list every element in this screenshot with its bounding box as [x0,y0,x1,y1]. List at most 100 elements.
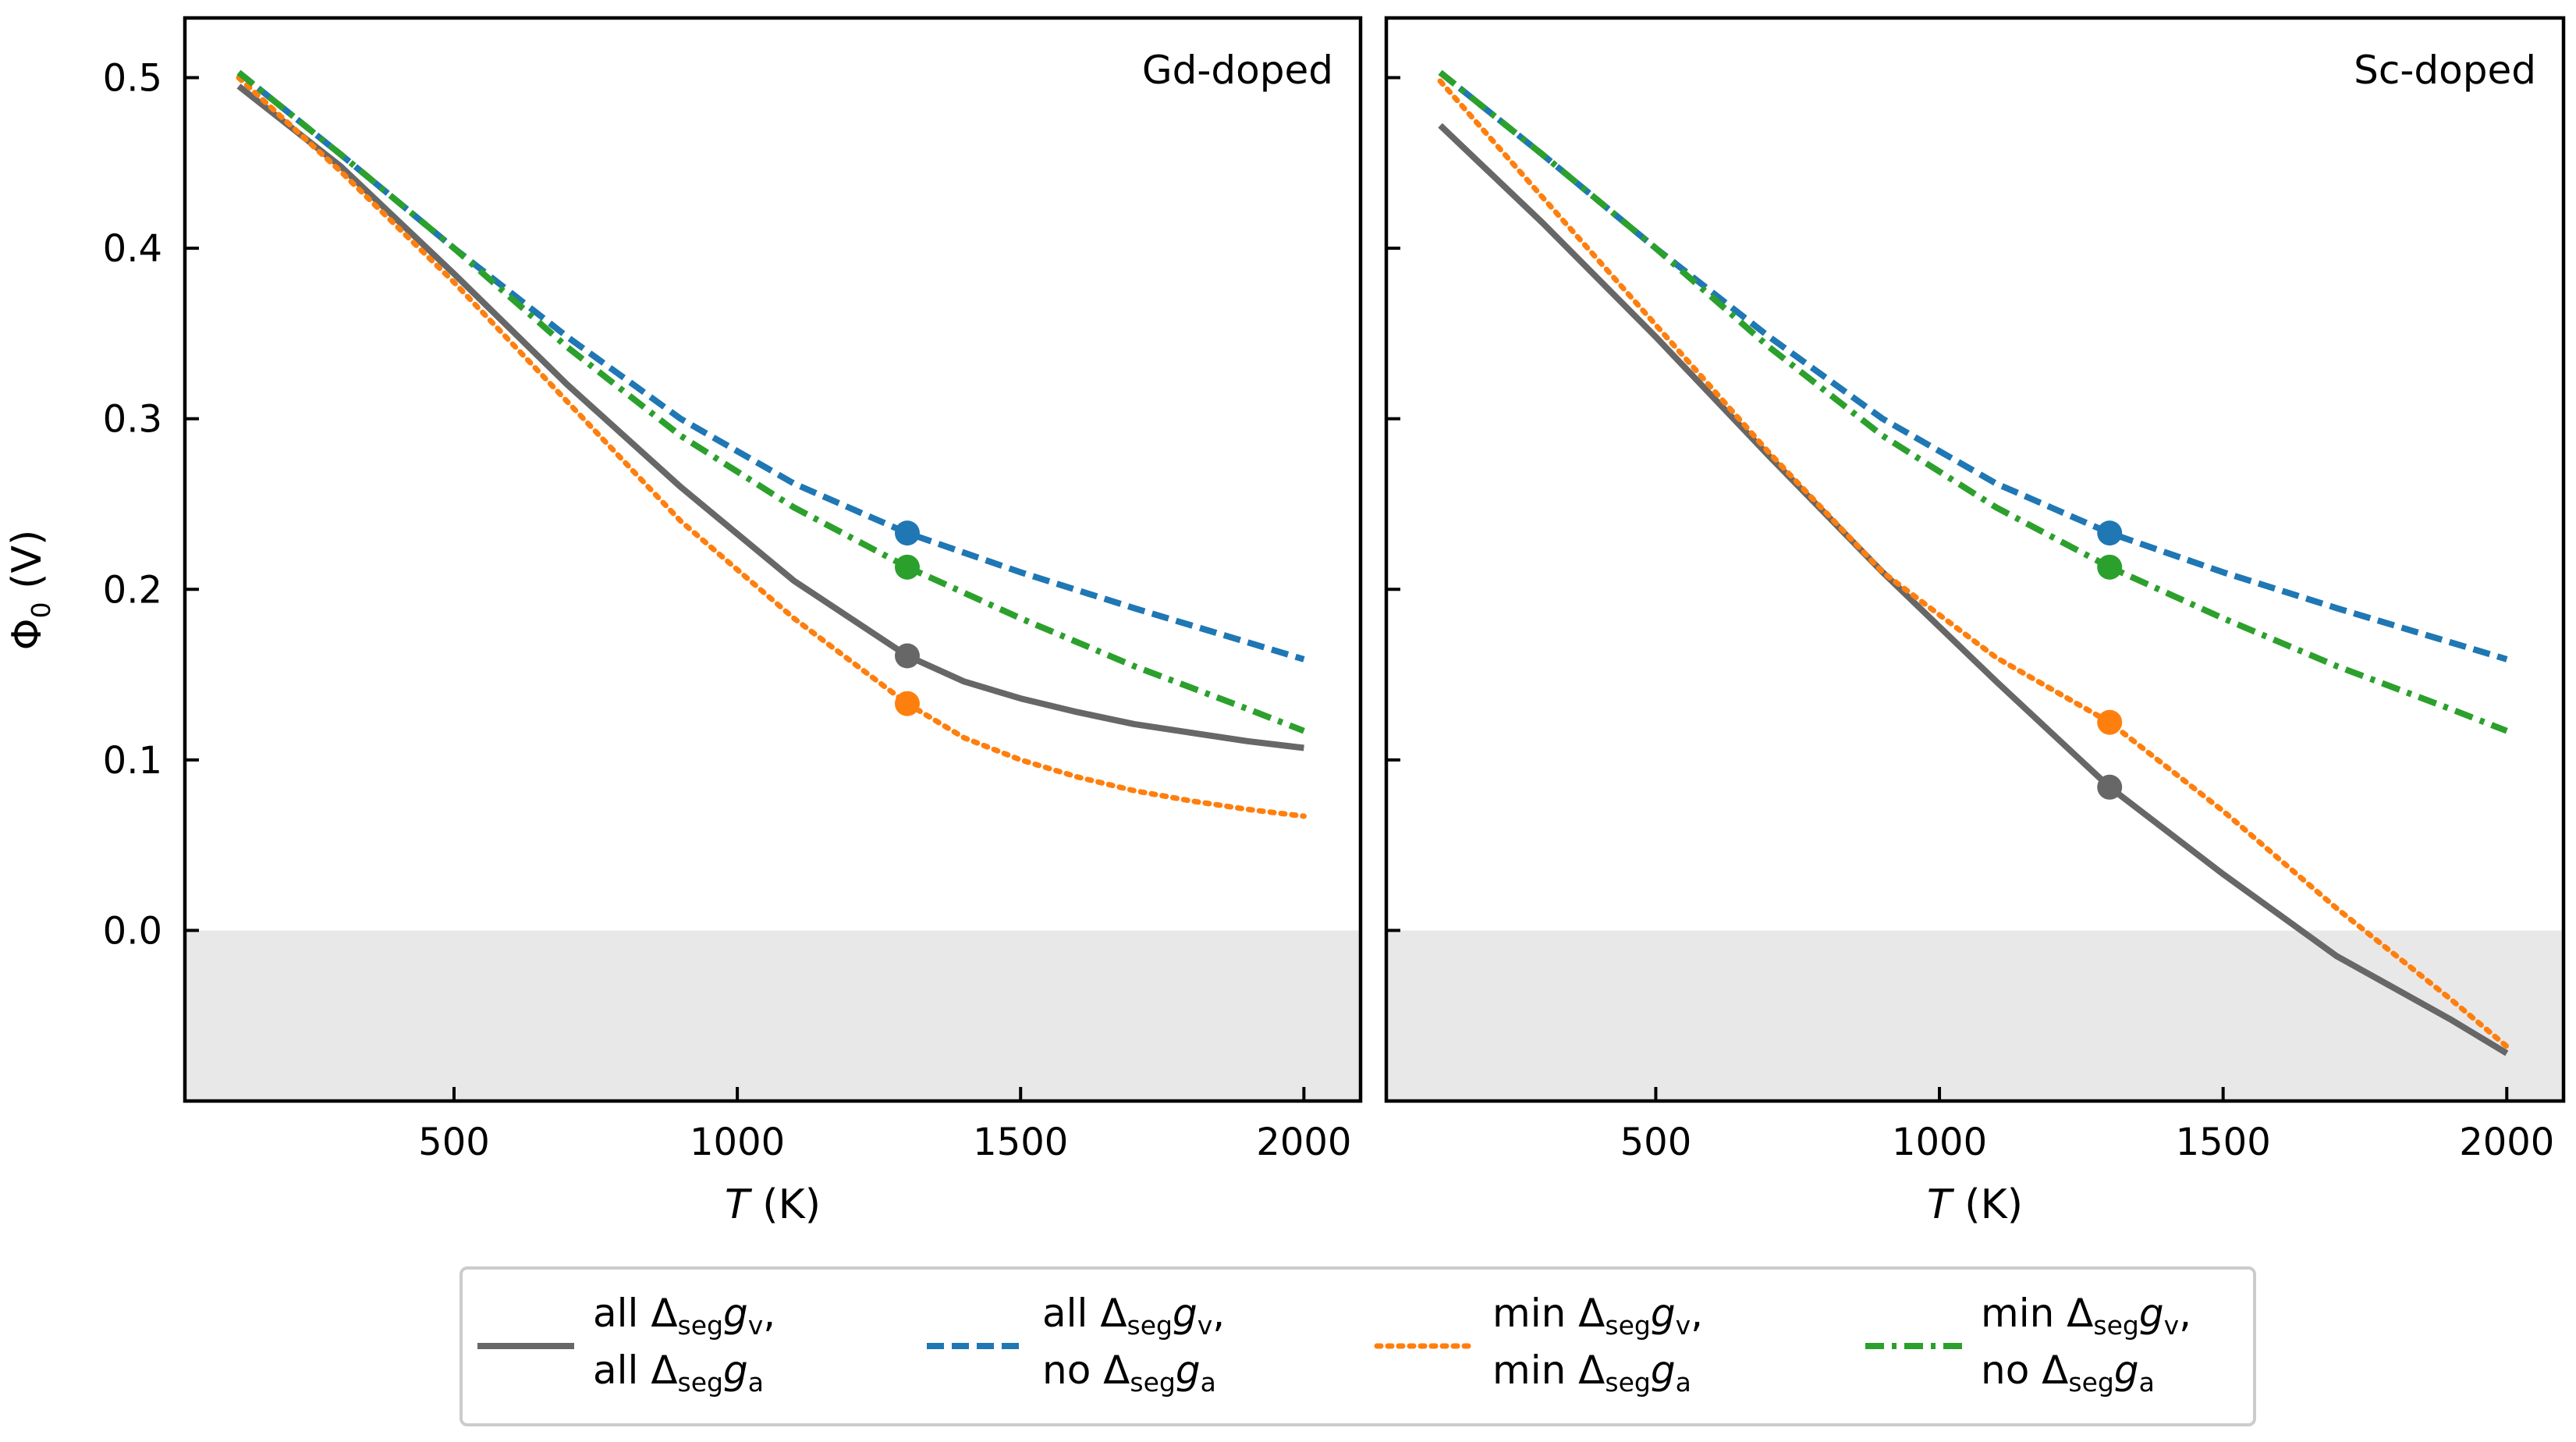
legend-text-subscript: seg [1127,1310,1173,1341]
legend-text-subscript: seg [2093,1310,2138,1341]
y-axis-label-unit: (V) [4,530,51,602]
legend-text-suffix: , [2179,1291,2191,1336]
y-tick-label: 0.0 [103,909,162,953]
legend-text-prefix: min Δ [1492,1291,1605,1336]
series-marker-all_no [2097,520,2123,546]
y-tick-label: 0.3 [103,398,162,442]
negative-region-shade [1386,930,2564,1101]
legend-text-subscript: seg [1130,1367,1175,1398]
series-marker-min_min [2097,709,2123,735]
negative-region-shade [185,930,1361,1101]
legend-text-suffix: , [1691,1291,1703,1336]
series-line-all_all [1438,123,2509,1057]
x-axis-label-symbol: T [725,1181,753,1228]
legend-text-variable-subscript: v [748,1310,764,1341]
legend-label-line: all Δseggv, [1042,1291,1225,1341]
x-tick-label: 2000 [2459,1121,2554,1164]
x-tick-label: 2000 [1256,1121,1351,1164]
x-axis-label: T (K) [1927,1181,2023,1228]
legend-text-subscript: seg [678,1367,723,1398]
x-tick-label: 1000 [1892,1121,1987,1164]
series-marker-all_all [894,643,920,669]
series-line-all_all [236,83,1304,751]
legend-text-subscript: seg [2068,1367,2113,1398]
legend-label-line: min Δseggv, [1492,1291,1703,1341]
legend-box [459,1266,2256,1426]
legend-text-prefix: all Δ [593,1348,678,1393]
legend-entry-all_no: all Δseggv,no Δsegga [927,1291,1225,1398]
legend-text-subscript: seg [678,1310,723,1341]
legend-text-suffix: , [763,1291,775,1336]
y-axis-label-symbol: Φ [4,618,51,650]
legend-text-variable-subscript: a [1676,1367,1691,1398]
y-axis-label: Φ0 (V) [4,530,56,651]
y-tick-label: 0.4 [103,227,162,271]
x-axis-label-unit: (K) [1952,1181,2023,1228]
legend-text-prefix: min Δ [1492,1348,1605,1393]
series-marker-min_no [2097,554,2123,580]
legend-text-suffix: , [1212,1291,1225,1336]
legend-text-variable: g [723,1291,748,1336]
legend-text-variable: g [723,1348,748,1393]
legend-text-variable: g [1651,1348,1676,1393]
series-marker-min_no [894,554,920,580]
legend-label-line: all Δsegga [593,1348,764,1398]
x-tick-label: 1500 [2176,1121,2271,1164]
x-tick-label: 500 [1620,1121,1692,1164]
legend-label-line: min Δseggv, [1981,1291,2191,1341]
chart-panel-2: 500 1000 1500 2000 Sc-doped T (K) [1384,16,2566,1228]
legend-text-variable: g [1651,1291,1676,1336]
legend-text-variable-subscript: a [748,1367,764,1398]
legend-text-subscript: seg [1605,1367,1650,1398]
y-tick-label: 0.5 [103,57,162,101]
x-axis-label-symbol: T [1927,1181,1955,1228]
panel-title: Sc-doped [2354,48,2536,93]
legend-label-line: all Δseggv, [593,1291,775,1341]
legend-text-variable-subscript: a [1201,1367,1216,1398]
legend-entry-all_all: all Δseggv,all Δsegga [477,1291,775,1398]
series-group [236,69,1307,819]
legend-text-variable-subscript: v [1676,1310,1691,1341]
legend-text-prefix: no Δ [1042,1348,1130,1393]
series-line-all_no [236,69,1305,662]
y-tick-label: 0.1 [103,739,162,783]
chart-panel-1: 500 1000 1500 2000 0.0 0.1 0.2 0.3 0.4 0.5 Gd-dope… [103,16,1363,1228]
x-axis-label: T (K) [725,1181,821,1228]
x-axis-label-unit: (K) [750,1181,821,1228]
series-line-min_min [1437,78,2510,1050]
legend-label-line: min Δsegga [1492,1348,1691,1398]
legend-label-line: no Δsegga [1042,1348,1216,1398]
legend-text-variable-subscript: a [2139,1367,2155,1398]
legend-text-variable: g [1173,1291,1198,1336]
x-tick-label: 1500 [973,1121,1068,1164]
legend-text-prefix: all Δ [1042,1291,1127,1336]
plot-frame [1384,16,2566,1103]
legend-text-variable-subscript: v [2164,1310,2180,1341]
series-line-min_min [236,75,1307,819]
chart-panels: 500 1000 1500 2000 0.0 0.1 0.2 0.3 0.4 0.5 Gd-dope… [103,16,2566,1228]
legend-text-prefix: no Δ [1981,1348,2068,1393]
series-group [1437,69,2510,1057]
legend-text-variable: g [2114,1348,2139,1393]
panel-title: Gd-doped [1142,48,1333,93]
legend-text-prefix: min Δ [1981,1291,2093,1336]
series-line-all_no [1438,69,2508,662]
y-axis-label-subscript: 0 [26,602,56,618]
legend-entry-min_min: min Δseggv,min Δsegga [1374,1291,1703,1398]
series-line-min_no [1438,69,2508,734]
legend-text-subscript: seg [1605,1310,1650,1341]
legend-entry-min_no: min Δseggv,no Δsegga [1865,1291,2191,1398]
plot-frame [183,16,1363,1103]
legend-text-variable-subscript: v [1198,1310,1213,1341]
series-line-min_no [236,69,1305,734]
legend-text-variable: g [1176,1348,1201,1393]
legend-label-line: no Δsegga [1981,1348,2155,1398]
x-tick-label: 1000 [690,1121,785,1164]
y-tick-label: 0.2 [103,568,162,612]
series-marker-all_no [894,520,920,546]
series-marker-all_all [2097,774,2123,800]
legend-text-prefix: all Δ [593,1291,678,1336]
x-tick-label: 500 [418,1121,490,1164]
